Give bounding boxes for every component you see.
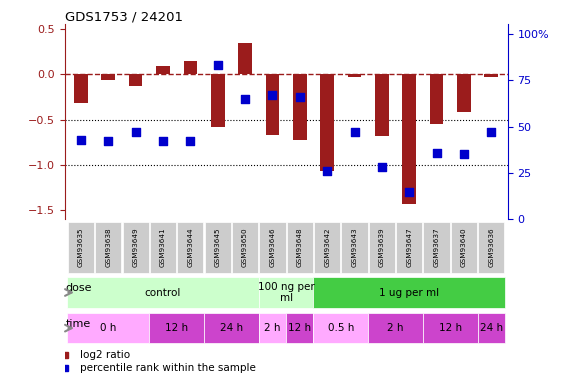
Bar	[320, 74, 334, 171]
Bar	[265, 74, 279, 135]
Bar	[402, 74, 416, 204]
Point	[487, 129, 496, 135]
Text: GSM93642: GSM93642	[324, 228, 330, 267]
FancyBboxPatch shape	[396, 222, 422, 273]
Text: 12 h: 12 h	[165, 323, 188, 333]
FancyBboxPatch shape	[287, 222, 313, 273]
Text: GSM93643: GSM93643	[352, 228, 357, 267]
Point	[241, 96, 250, 102]
Bar	[286, 313, 314, 344]
Text: GSM93646: GSM93646	[269, 228, 275, 267]
Text: GSM93648: GSM93648	[297, 228, 303, 267]
FancyBboxPatch shape	[122, 222, 149, 273]
Bar	[74, 74, 88, 103]
Bar	[204, 313, 259, 344]
Point	[213, 62, 222, 68]
Bar	[314, 278, 505, 308]
Point	[268, 92, 277, 98]
Bar	[156, 66, 170, 74]
Bar	[314, 313, 368, 344]
Text: 12 h: 12 h	[288, 323, 311, 333]
Point	[295, 94, 304, 100]
Bar	[183, 61, 197, 74]
Bar	[238, 42, 252, 74]
Point	[159, 138, 168, 144]
Text: 0 h: 0 h	[100, 323, 117, 333]
FancyBboxPatch shape	[478, 222, 504, 273]
Point	[186, 138, 195, 144]
Text: 100 ng per
ml: 100 ng per ml	[257, 282, 315, 303]
FancyBboxPatch shape	[259, 222, 286, 273]
Point	[378, 164, 387, 170]
Text: percentile rank within the sample: percentile rank within the sample	[80, 363, 256, 374]
Text: GSM93647: GSM93647	[406, 228, 412, 267]
Text: time: time	[66, 319, 91, 329]
Bar	[457, 74, 471, 112]
FancyBboxPatch shape	[177, 222, 204, 273]
Text: GSM93637: GSM93637	[434, 228, 440, 267]
FancyBboxPatch shape	[68, 222, 94, 273]
FancyBboxPatch shape	[95, 222, 121, 273]
Bar	[259, 278, 314, 308]
FancyBboxPatch shape	[314, 222, 341, 273]
Text: 2 h: 2 h	[387, 323, 404, 333]
Point	[131, 129, 140, 135]
Bar	[368, 313, 423, 344]
Text: GSM93635: GSM93635	[78, 228, 84, 267]
FancyBboxPatch shape	[424, 222, 450, 273]
Point	[323, 168, 332, 174]
Text: GSM93639: GSM93639	[379, 228, 385, 267]
Text: GDS1753 / 24201: GDS1753 / 24201	[65, 10, 182, 23]
Bar	[293, 74, 307, 140]
Text: GSM93649: GSM93649	[132, 228, 139, 267]
Bar	[149, 313, 204, 344]
FancyBboxPatch shape	[232, 222, 258, 273]
Bar	[423, 313, 477, 344]
Point	[432, 150, 441, 156]
Bar	[375, 74, 389, 136]
Text: GSM93636: GSM93636	[488, 228, 494, 267]
Text: control: control	[145, 288, 181, 297]
Text: GSM93644: GSM93644	[187, 228, 194, 267]
Text: GSM93638: GSM93638	[105, 228, 111, 267]
Text: GSM93645: GSM93645	[215, 228, 220, 267]
FancyBboxPatch shape	[205, 222, 231, 273]
Bar	[67, 278, 259, 308]
Text: GSM93640: GSM93640	[461, 228, 467, 267]
Text: 24 h: 24 h	[220, 323, 243, 333]
Text: 1 ug per ml: 1 ug per ml	[379, 288, 439, 297]
Bar	[259, 313, 286, 344]
FancyBboxPatch shape	[342, 222, 367, 273]
Bar	[348, 74, 361, 77]
Text: GSM93650: GSM93650	[242, 228, 248, 267]
Point	[404, 189, 413, 195]
Point	[459, 152, 468, 157]
Bar	[67, 313, 149, 344]
Text: log2 ratio: log2 ratio	[80, 350, 130, 360]
FancyBboxPatch shape	[451, 222, 477, 273]
Point	[350, 129, 359, 135]
Bar	[102, 74, 115, 80]
Bar	[211, 74, 224, 127]
Point	[76, 136, 85, 142]
Bar	[485, 74, 498, 77]
Bar	[430, 74, 443, 124]
Bar	[129, 74, 142, 86]
Text: 12 h: 12 h	[439, 323, 462, 333]
FancyBboxPatch shape	[150, 222, 176, 273]
Text: 24 h: 24 h	[480, 323, 503, 333]
Text: GSM93641: GSM93641	[160, 228, 166, 267]
FancyBboxPatch shape	[369, 222, 395, 273]
Text: 2 h: 2 h	[264, 323, 280, 333]
Point	[104, 138, 113, 144]
Bar	[477, 313, 505, 344]
Text: 0.5 h: 0.5 h	[328, 323, 354, 333]
Text: dose: dose	[66, 284, 92, 294]
